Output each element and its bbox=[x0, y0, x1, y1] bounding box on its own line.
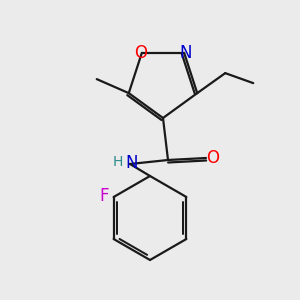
Text: N: N bbox=[179, 44, 191, 62]
Text: H: H bbox=[113, 155, 123, 169]
Text: N: N bbox=[126, 154, 138, 172]
Text: F: F bbox=[99, 187, 108, 205]
Text: O: O bbox=[206, 149, 220, 167]
Text: O: O bbox=[134, 44, 147, 62]
